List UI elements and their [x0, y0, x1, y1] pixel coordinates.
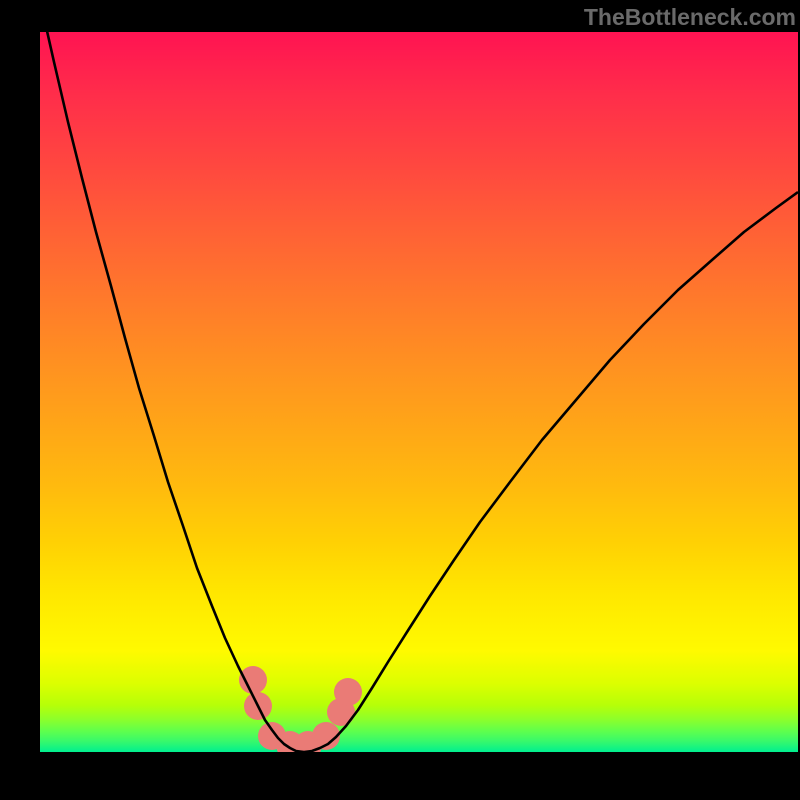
bottleneck-curve	[40, 32, 798, 752]
watermark-text: TheBottleneck.com	[584, 4, 796, 31]
valley-marker	[334, 678, 362, 706]
marker-group	[239, 666, 362, 752]
plot-svg	[40, 32, 798, 752]
valley-marker	[239, 666, 267, 694]
chart-frame: TheBottleneck.com	[0, 0, 800, 800]
plot-area	[40, 32, 798, 752]
